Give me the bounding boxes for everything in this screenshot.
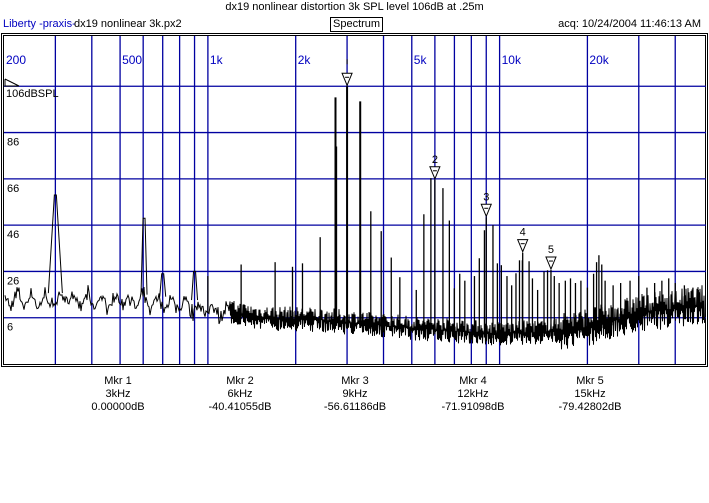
x-tick-label: 5k bbox=[414, 53, 428, 67]
y-tick-label: 26 bbox=[7, 275, 19, 287]
x-tick-label: 1k bbox=[210, 53, 224, 67]
marker-4: 4 bbox=[516, 227, 529, 253]
plot-frame-inner bbox=[3, 35, 706, 365]
marker-readout-3: Mkr 3 9kHz -56.61186dB bbox=[295, 375, 415, 414]
reference-level-label: 106dBSPL bbox=[6, 88, 59, 100]
y-tick-label: 6 bbox=[7, 322, 13, 334]
y-tick-label: 46 bbox=[7, 229, 19, 241]
marker-number: 3 bbox=[483, 191, 489, 203]
chart-title: dx19 nonlinear distortion 3k SPL level 1… bbox=[225, 1, 484, 13]
spectrum-peak bbox=[191, 270, 199, 301]
marker-label: Mkr 4 bbox=[459, 375, 487, 387]
marker-value: -71.91098dB bbox=[441, 401, 505, 413]
marker-2: 2 bbox=[429, 154, 441, 181]
marker-value: -40.41055dB bbox=[208, 401, 272, 413]
marker-freq: 3kHz bbox=[105, 388, 131, 400]
marker-value: -79.42802dB bbox=[558, 401, 622, 413]
acquisition-time: acq: 10/24/2004 11:46:13 AM bbox=[558, 18, 701, 30]
mode-button[interactable]: Spectrum bbox=[330, 17, 384, 32]
marker-triangle-icon bbox=[516, 239, 529, 253]
brand-label: Liberty -praxis- bbox=[3, 18, 76, 30]
marker-readout-5: Mkr 5 15kHz -79.42802dB bbox=[530, 375, 650, 414]
reference-level-icon bbox=[4, 79, 19, 87]
marker-number: 2 bbox=[432, 154, 438, 166]
marker-label: Mkr 5 bbox=[576, 375, 604, 387]
y-tick-label: 86 bbox=[7, 137, 19, 149]
plot-frame bbox=[1, 33, 708, 367]
marker-label: Mkr 3 bbox=[341, 375, 369, 387]
x-tick-label: 10k bbox=[502, 53, 522, 67]
x-tick-label: 500 bbox=[122, 53, 142, 67]
y-tick-label: 66 bbox=[7, 183, 19, 195]
marker-3: 3 bbox=[480, 191, 492, 218]
marker-readout-1: Mkr 1 3kHz 0.00000dB bbox=[58, 375, 178, 414]
marker-freq: 9kHz bbox=[342, 388, 368, 400]
marker-1 bbox=[341, 59, 353, 87]
spectrum-peak bbox=[140, 217, 148, 295]
marker-label: Mkr 2 bbox=[226, 375, 254, 387]
reference-level-icon-diag bbox=[4, 78, 20, 87]
marker-label: Mkr 1 bbox=[104, 375, 132, 387]
marker-value: -56.61186dB bbox=[323, 401, 387, 413]
file-name: dx19 nonlinear 3k.px2 bbox=[74, 18, 182, 30]
marker-triangle-icon bbox=[545, 256, 557, 271]
marker-value: 0.00000dB bbox=[91, 401, 145, 413]
marker-number: 5 bbox=[548, 244, 554, 256]
marker-freq: 6kHz bbox=[227, 388, 253, 400]
x-tick-label: 200 bbox=[6, 53, 26, 67]
marker-readout-4: Mkr 4 12kHz -71.91098dB bbox=[413, 375, 533, 414]
marker-triangle-icon bbox=[341, 72, 353, 87]
marker-freq: 15kHz bbox=[574, 388, 606, 400]
spectrum-peak bbox=[47, 194, 63, 294]
marker-5: 5 bbox=[545, 244, 557, 271]
marker-freq: 12kHz bbox=[457, 388, 489, 400]
spectrum-trace bbox=[4, 285, 705, 350]
marker-number: 4 bbox=[520, 227, 526, 239]
x-tick-label: 20k bbox=[589, 53, 609, 67]
spectrum-peak bbox=[159, 273, 167, 297]
x-tick-label: 2k bbox=[298, 53, 312, 67]
marker-triangle-icon bbox=[429, 166, 441, 181]
marker-triangle-icon bbox=[480, 203, 492, 218]
marker-readout-2: Mkr 2 6kHz -40.41055dB bbox=[180, 375, 300, 414]
